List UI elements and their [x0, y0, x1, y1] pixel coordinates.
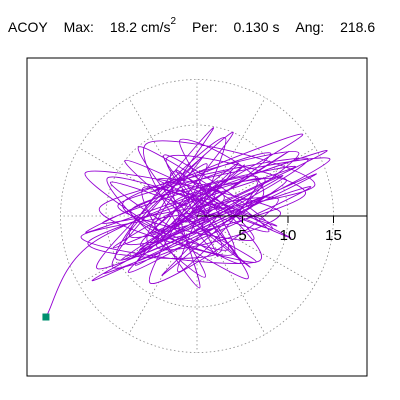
component-label: ACOY — [8, 18, 48, 35]
marker-layer — [42, 313, 50, 321]
radial-axis: 5 10 15 — [197, 215, 367, 244]
radial-tick-label: 5 — [238, 227, 246, 244]
period-label: Per: — [191, 18, 218, 35]
angle-value: 218.6 — [340, 18, 376, 35]
acceleration-trace — [45, 127, 331, 318]
plot-frame — [26, 57, 368, 377]
grid-spoke — [196, 97, 266, 217]
radial-tick-label: 10 — [280, 227, 297, 244]
angle-label: Ang: — [295, 18, 325, 35]
max-label: Max: — [63, 18, 94, 35]
grid-spoke — [78, 215, 198, 285]
header-readout: ACOY Max: 18.2 cm/s2 Per: 0.130 s Ang: 2… — [8, 16, 376, 35]
end-point-marker — [42, 313, 50, 321]
trace-layer — [45, 127, 331, 318]
max-exponent: 2 — [170, 16, 177, 27]
radial-tick-label: 15 — [325, 227, 342, 244]
max-value: 18.2 cm/s — [109, 18, 171, 35]
grid-spoke — [196, 215, 316, 285]
period-value: 0.130 s — [233, 18, 280, 35]
grid-spoke — [196, 215, 266, 335]
grid-spoke — [196, 147, 316, 217]
